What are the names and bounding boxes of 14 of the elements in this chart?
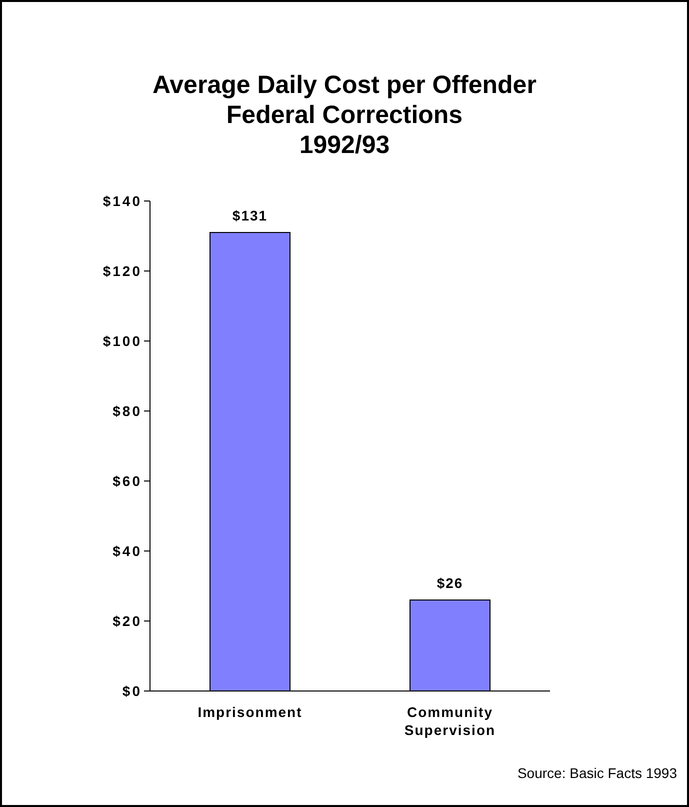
y-tick-label: $100 (102, 332, 142, 349)
x-tick-label: Community Supervision (404, 704, 496, 738)
y-tick-label: $40 (112, 542, 142, 559)
data-label: $26 (436, 575, 464, 591)
y-tick-label: $140 (102, 192, 142, 209)
x-tick-label: Imprisonment (198, 704, 302, 720)
y-tick-label: $20 (112, 612, 142, 629)
y-tick-label: $120 (102, 262, 142, 279)
y-tick-label: $80 (112, 402, 142, 419)
data-label: $131 (232, 208, 268, 224)
source-note: Source: Basic Facts 1993 (517, 765, 677, 781)
chart-title: Average Daily Cost per Offender Federal Corrections 1992/93 (152, 70, 538, 160)
y-tick-label: $60 (112, 472, 142, 489)
y-tick-label: $0 (122, 682, 142, 699)
